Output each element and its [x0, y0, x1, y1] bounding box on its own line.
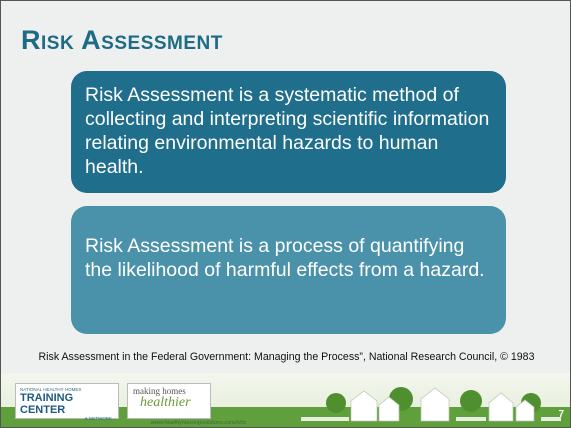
content-box: Risk Assessment is a process of quantify… — [71, 206, 506, 334]
logo-text: & NETWORK — [16, 416, 118, 421]
logo-text: healthier — [128, 396, 210, 410]
healthier-logo: making homes healthier — [127, 383, 211, 419]
footer-url: www.healthyhousingsolutions.com/hhtc — [151, 420, 247, 426]
page-number: 7 — [558, 409, 564, 420]
logo-text: NATIONAL HEALTHY HOMES — [16, 384, 118, 392]
training-center-logo: NATIONAL HEALTHY HOMES TRAINING CENTER &… — [15, 383, 119, 419]
logo-text: TRAINING CENTER — [16, 392, 118, 416]
footer: NATIONAL HEALTHY HOMES TRAINING CENTER &… — [1, 373, 571, 428]
content-box: Risk Assessment is a systematic method o… — [71, 71, 506, 193]
citation: Risk Assessment in the Federal Governmen… — [1, 351, 571, 363]
slide-title: Risk Assessment — [21, 25, 223, 56]
slide: Risk Assessment Risk Assessment is a sys… — [0, 0, 571, 428]
